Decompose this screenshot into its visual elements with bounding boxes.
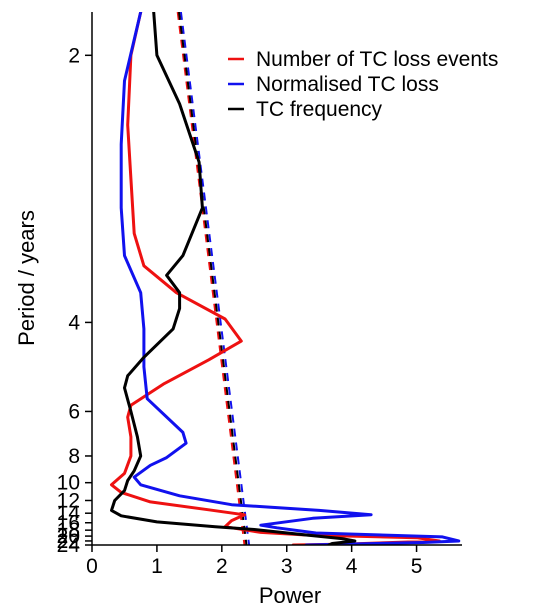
y-tick-label: 22 [57,530,80,553]
significance-line-normalised-tc-loss [179,12,251,545]
x-tick-label: 3 [281,555,293,578]
plot-area [110,12,461,545]
significance-line-number-of-tc-loss-events [176,12,246,545]
y-tick-label: 10 [57,472,80,495]
series-line-normalised-tc-loss [119,12,461,545]
y-tick-label: 24 [57,534,81,557]
significance-line-tc-frequency [178,12,248,545]
y-tick-label: 16 [57,512,80,535]
y-tick-label: 12 [57,489,80,512]
x-tick-label: 4 [346,555,358,578]
y-tick-label: 18 [57,519,80,542]
y-tick-label: 20 [57,525,80,548]
y-tick-label: 8 [68,445,80,468]
y-tick-label: 4 [68,311,80,334]
legend-label: TC frequency [256,98,383,121]
series-line-tc-frequency [110,12,357,545]
legend-label: Number of TC loss events [256,48,498,71]
y-tick-label: 2 [68,44,80,67]
x-tick-label: 0 [86,555,98,578]
x-axis-label: Power [259,583,321,608]
y-tick-label: 14 [57,502,81,525]
y-axis-label: Period / years [14,210,39,346]
x-tick-label: 2 [216,555,228,578]
x-tick-label: 5 [411,555,423,578]
legend-label: Normalised TC loss [256,73,439,96]
y-tick-label: 6 [68,400,80,423]
x-tick-label: 1 [151,555,163,578]
